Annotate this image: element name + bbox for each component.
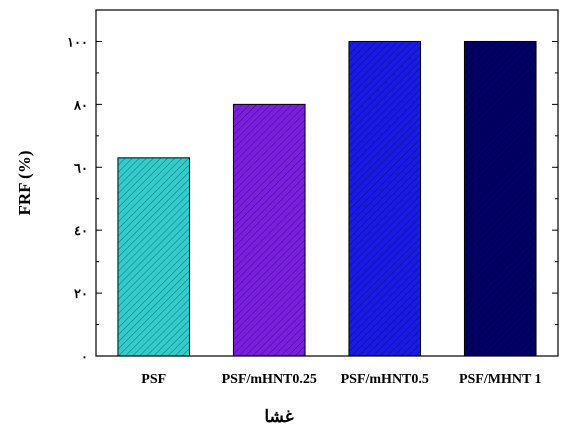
y-axis-tick-labels: ٠ ٢٠ ٤٠ ٦٠ ٨٠ ١٠٠	[67, 35, 88, 365]
y-tick-label-0: ٠	[81, 350, 88, 365]
bar-1	[117, 157, 191, 357]
category-label-1: PSF	[141, 372, 166, 387]
x-axis-category-labels: PSF PSF/mHNT0.25 PSF/mHNT0.5 PSF/MHNT 1	[141, 372, 541, 387]
y-tick-label-20: ٢٠	[74, 287, 88, 302]
y-tick-label-100: ١٠٠	[67, 35, 88, 50]
bar-2	[232, 103, 306, 357]
y-tick-label-40: ٤٠	[74, 224, 88, 239]
y-axis-title: FRF (%)	[15, 151, 34, 216]
y-tick-label-80: ٨٠	[73, 98, 88, 113]
bars-group	[117, 40, 537, 357]
x-axis-title: غشا	[264, 407, 293, 426]
y-tick-label-60: ٦٠	[74, 161, 88, 176]
plot-frame	[95, 9, 559, 357]
category-label-4: PSF/MHNT 1	[459, 372, 542, 387]
category-label-3: PSF/mHNT0.5	[341, 372, 429, 387]
y-axis-ticks	[96, 9, 558, 357]
category-label-2: PSF/mHNT0.25	[222, 372, 317, 387]
bar-3	[348, 40, 422, 357]
bar-4	[463, 40, 537, 357]
